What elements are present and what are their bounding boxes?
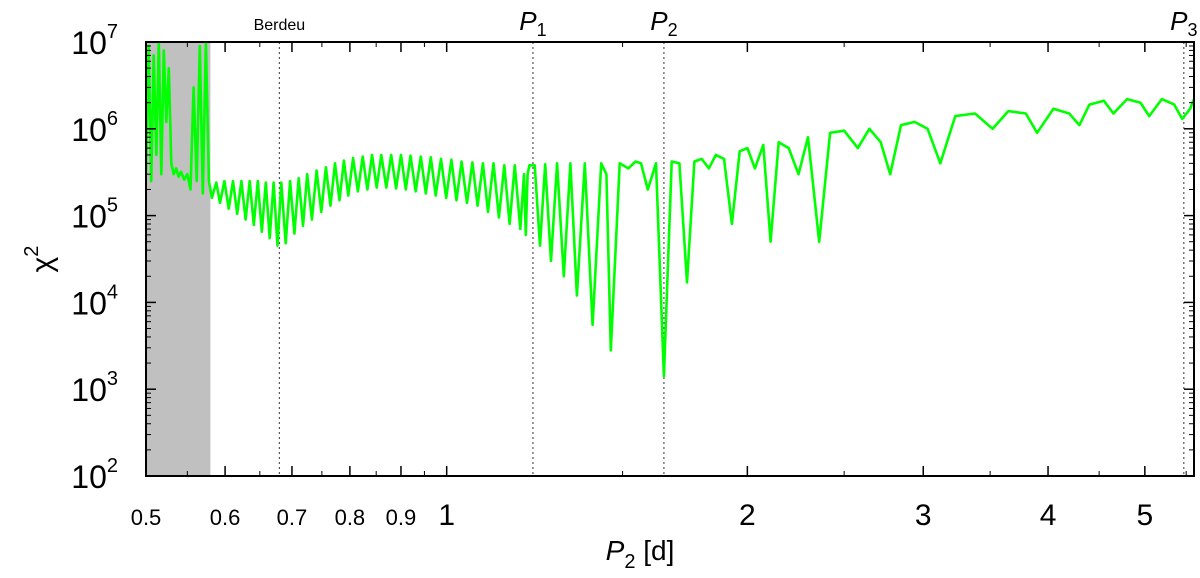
y-tick-label: 105 — [71, 195, 118, 235]
x-tick-label: 3 — [915, 499, 932, 532]
plot-frame — [145, 41, 1195, 477]
x-tick-label: 2 — [739, 499, 756, 532]
marker-label: P2 — [650, 6, 677, 40]
series-line — [146, 42, 1194, 378]
series-layer — [146, 42, 1194, 378]
x-tick-label: 4 — [1040, 499, 1057, 532]
y-tick-label: 106 — [71, 108, 118, 148]
marker-label: Berdeu — [254, 17, 306, 34]
tick-layer — [145, 41, 1194, 477]
x-axis-label: P2 [d] — [606, 535, 675, 573]
marker-lines-layer — [278, 42, 1185, 476]
y-tick-label: 103 — [71, 368, 118, 408]
marker-label: P1 — [519, 6, 546, 40]
x-tick-label: 5 — [1136, 499, 1153, 532]
x-tick-label: 0.9 — [386, 505, 417, 530]
x-tick-label: 0.5 — [131, 505, 162, 530]
x-tick-label: 1 — [438, 499, 455, 532]
y-axis-label: χ2 — [21, 246, 59, 273]
marker-label: P3 — [1170, 6, 1197, 40]
y-tick-label: 107 — [71, 21, 118, 61]
x-tick-label: 0.8 — [335, 505, 366, 530]
label-layer: Berdeu P1 P2 P3 102 103 104 105 106 107 0.5 0.6 0.7 0… — [71, 6, 1197, 532]
x-tick-label: 0.6 — [210, 505, 241, 530]
y-tick-label: 104 — [71, 281, 118, 321]
y-tick-label: 102 — [71, 455, 118, 495]
x-tick-label: 0.7 — [277, 505, 308, 530]
